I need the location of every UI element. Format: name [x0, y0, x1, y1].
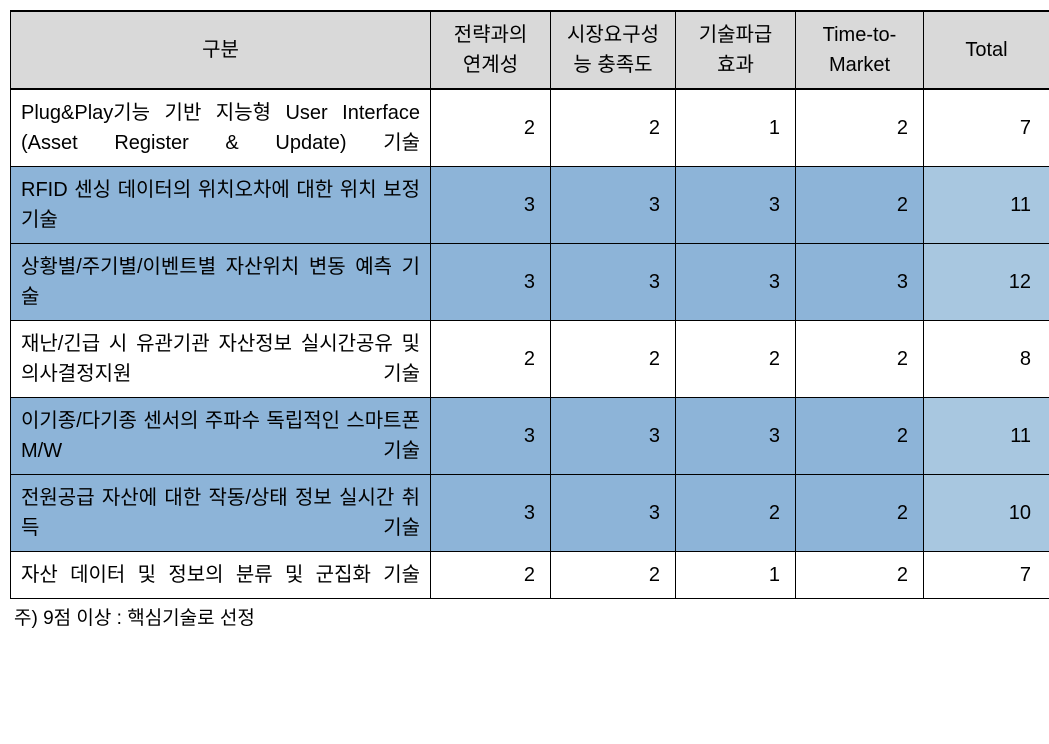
header-col1-line2: 연계성 [463, 54, 518, 76]
row-c1: 3 [431, 398, 551, 475]
header-col4-line1: Time-to- [823, 24, 897, 46]
header-col1-line1: 전략과의 [454, 24, 528, 46]
table-row: 재난/긴급 시 유관기관 자산정보 실시간공유 및 의사결정지원 기술22228 [11, 321, 1049, 398]
header-col2-line2: 능 충족도 [573, 54, 652, 76]
row-c1: 2 [431, 89, 551, 167]
row-label: 상황별/주기별/이벤트별 자산위치 변동 예측 기술 [11, 244, 431, 321]
table-row: Plug&Play기능 기반 지능형 User Interface (Asset… [11, 89, 1049, 167]
header-col4-line2: Market [829, 54, 890, 76]
row-c3: 2 [676, 475, 796, 552]
header-col2-line1: 시장요구성 [567, 24, 659, 46]
row-c1: 3 [431, 475, 551, 552]
table-body: Plug&Play기능 기반 지능형 User Interface (Asset… [11, 89, 1049, 599]
row-label: 이기종/다기종 센서의 주파수 독립적인 스마트폰 M/W 기술 [11, 398, 431, 475]
table-footnote: 주) 9점 이상 : 핵심기술로 선정 [10, 603, 1039, 630]
row-c1: 2 [431, 552, 551, 599]
row-c3: 1 [676, 552, 796, 599]
header-col3-line2: 효과 [717, 54, 754, 76]
row-c3: 1 [676, 89, 796, 167]
row-total: 12 [924, 244, 1049, 321]
row-c3: 2 [676, 321, 796, 398]
row-c4: 2 [796, 167, 924, 244]
row-label: 전원공급 자산에 대한 작동/상태 정보 실시간 취득 기술 [11, 475, 431, 552]
table-header: 구분 전략과의 연계성 시장요구성 능 충족도 기술파급 효과 Time-to-… [11, 11, 1049, 89]
row-c1: 3 [431, 167, 551, 244]
row-c3: 3 [676, 167, 796, 244]
row-c4: 2 [796, 398, 924, 475]
row-label: Plug&Play기능 기반 지능형 User Interface (Asset… [11, 89, 431, 167]
header-col3-line1: 기술파급 [699, 24, 773, 46]
row-c2: 3 [551, 244, 676, 321]
row-total: 8 [924, 321, 1049, 398]
row-c2: 2 [551, 552, 676, 599]
row-c4: 2 [796, 475, 924, 552]
row-total: 7 [924, 552, 1049, 599]
header-category: 구분 [11, 11, 431, 89]
row-label: 재난/긴급 시 유관기관 자산정보 실시간공유 및 의사결정지원 기술 [11, 321, 431, 398]
table-row: 상황별/주기별/이벤트별 자산위치 변동 예측 기술333312 [11, 244, 1049, 321]
row-c2: 3 [551, 398, 676, 475]
row-c4: 3 [796, 244, 924, 321]
row-label: 자산 데이터 및 정보의 분류 및 군집화 기술 [11, 552, 431, 599]
row-c2: 3 [551, 167, 676, 244]
row-c4: 2 [796, 552, 924, 599]
table-row: RFID 센싱 데이터의 위치오차에 대한 위치 보정 기술333211 [11, 167, 1049, 244]
table-row: 이기종/다기종 센서의 주파수 독립적인 스마트폰 M/W 기술333211 [11, 398, 1049, 475]
table-row: 전원공급 자산에 대한 작동/상태 정보 실시간 취득 기술332210 [11, 475, 1049, 552]
header-col4: Time-to- Market [796, 11, 924, 89]
header-col3: 기술파급 효과 [676, 11, 796, 89]
row-total: 10 [924, 475, 1049, 552]
row-c3: 3 [676, 244, 796, 321]
row-c4: 2 [796, 89, 924, 167]
row-c2: 2 [551, 321, 676, 398]
header-total: Total [924, 11, 1049, 89]
table-row: 자산 데이터 및 정보의 분류 및 군집화 기술22127 [11, 552, 1049, 599]
row-c3: 3 [676, 398, 796, 475]
row-total: 11 [924, 167, 1049, 244]
row-total: 7 [924, 89, 1049, 167]
row-c2: 2 [551, 89, 676, 167]
row-c2: 3 [551, 475, 676, 552]
header-col1: 전략과의 연계성 [431, 11, 551, 89]
row-c1: 2 [431, 321, 551, 398]
row-c1: 3 [431, 244, 551, 321]
header-col2: 시장요구성 능 충족도 [551, 11, 676, 89]
row-label: RFID 센싱 데이터의 위치오차에 대한 위치 보정 기술 [11, 167, 431, 244]
evaluation-table: 구분 전략과의 연계성 시장요구성 능 충족도 기술파급 효과 Time-to-… [10, 10, 1049, 599]
row-total: 11 [924, 398, 1049, 475]
row-c4: 2 [796, 321, 924, 398]
